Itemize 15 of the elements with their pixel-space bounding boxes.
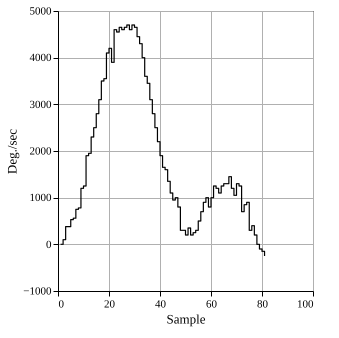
y-tick-label: −1000 [23, 286, 52, 298]
y-tick-label: 1000 [30, 192, 52, 204]
x-tick-label: 80 [257, 298, 268, 310]
x-tick-label: 0 [58, 298, 64, 310]
x-tick-label: 60 [206, 298, 218, 310]
x-tick-label: 40 [155, 298, 166, 310]
x-tick-label: 20 [104, 298, 116, 310]
y-tick-label: 3000 [30, 98, 52, 111]
y-axis-title: Deg./sec [4, 128, 20, 174]
y-tick-label: 5000 [30, 6, 52, 18]
x-axis-title: Sample [166, 312, 206, 326]
y-tick-label: 0 [46, 238, 52, 251]
y-tick-label: 2000 [30, 146, 52, 158]
x-tick-label: 100 [297, 298, 314, 310]
y-tick-label: 4000 [30, 52, 52, 64]
